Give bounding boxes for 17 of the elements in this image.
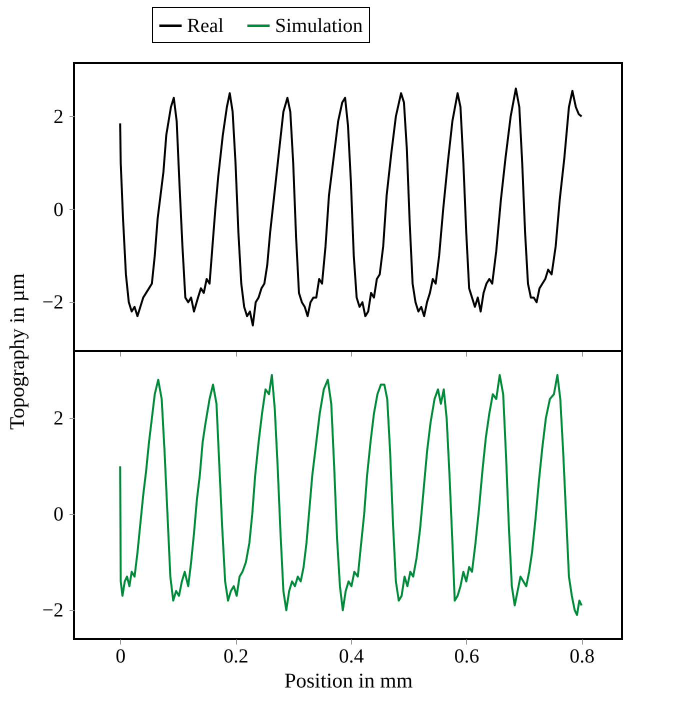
line-series (119, 374, 583, 616)
legend-label: Simulation (275, 14, 363, 37)
x-tick-label: 0.2 (224, 646, 249, 668)
legend-label: Real (187, 14, 224, 37)
x-axis-title: Position in mm (284, 668, 413, 692)
x-tick-label: 0.8 (570, 646, 595, 668)
y-tick-label: 0 (54, 198, 64, 221)
x-tick-label: 0.6 (454, 646, 480, 668)
y-tick-label: 2 (54, 408, 64, 430)
x-tick-label: 0 (116, 646, 126, 668)
y-tick-label: −2 (42, 292, 64, 314)
y-tick-label: 2 (54, 106, 64, 128)
y-tick-label: 0 (54, 504, 64, 526)
y-axis-title: Topography in µm (5, 273, 30, 430)
y-tick-label: −2 (42, 600, 64, 622)
line-series (119, 88, 583, 326)
x-tick-label: 0.4 (338, 646, 364, 668)
